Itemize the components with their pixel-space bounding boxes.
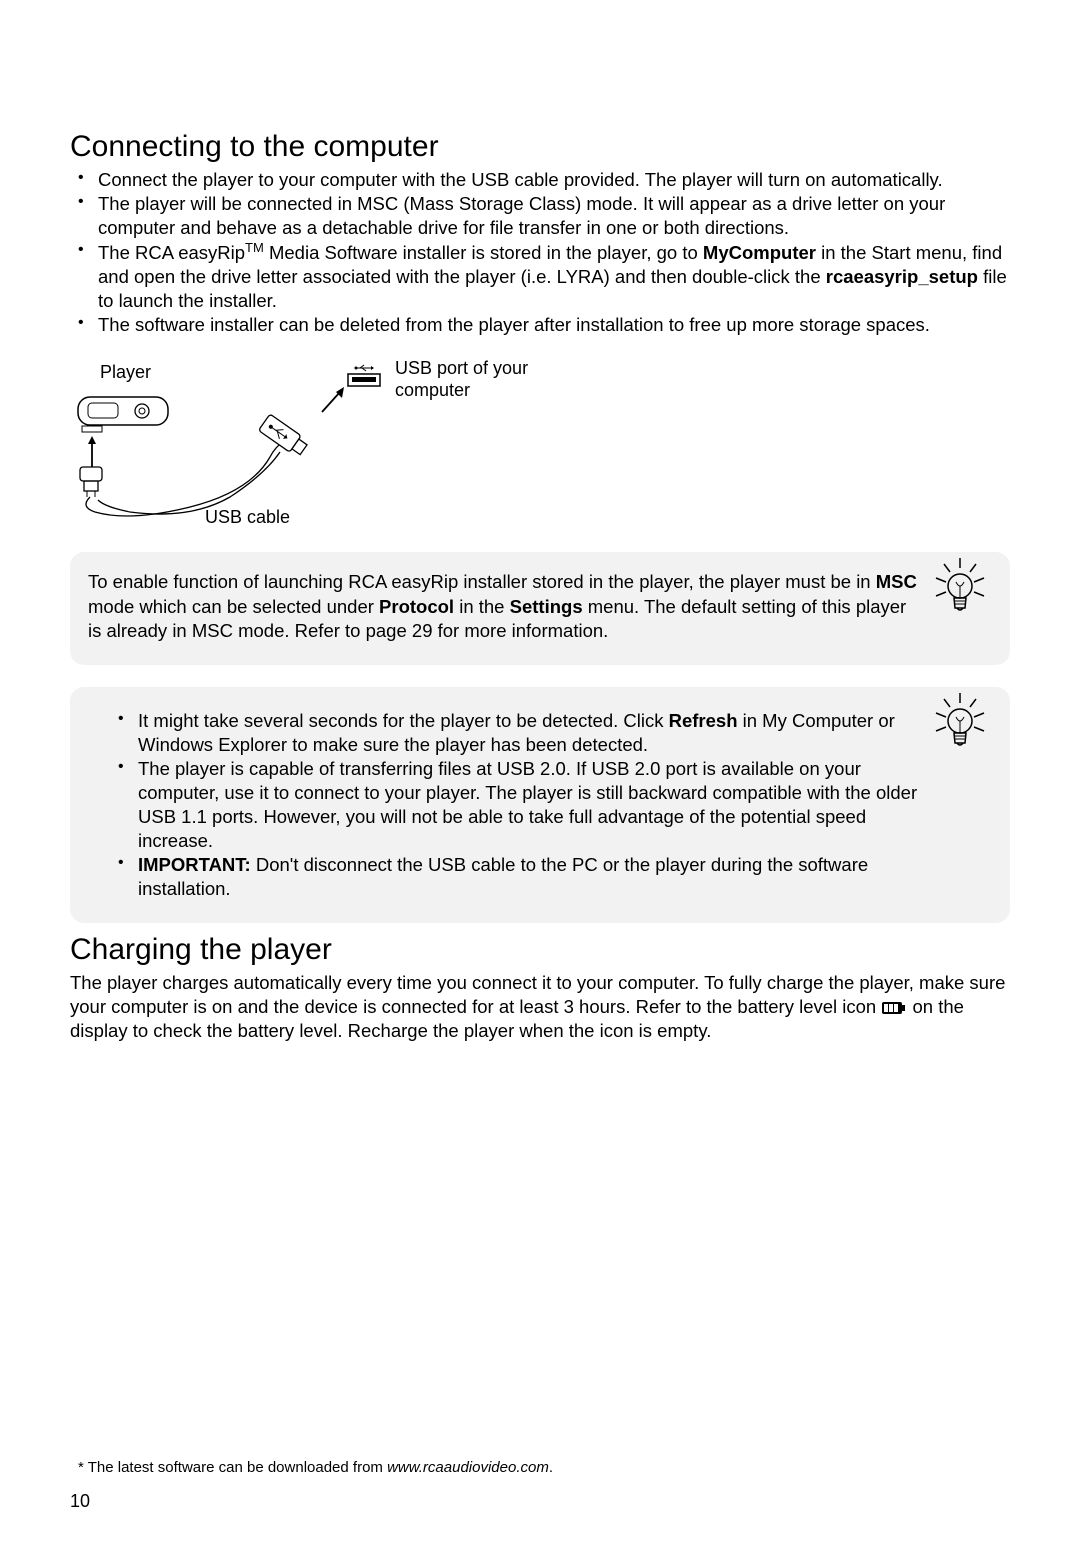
callout-msc-mode: To enable function of launching RCA easy… <box>70 552 1010 664</box>
callout2-bullet-1: It might take several seconds for the pl… <box>138 709 920 757</box>
bullet-1: Connect the player to your computer with… <box>98 168 1010 192</box>
connecting-bullets: Connect the player to your computer with… <box>70 168 1010 337</box>
heading-charging: Charging the player <box>70 933 1010 967</box>
lightbulb-icon <box>930 556 990 626</box>
callout2-bullet-2: The player is capable of transferring fi… <box>138 757 920 853</box>
diagram-svg <box>70 362 410 532</box>
footnote: * The latest software can be downloaded … <box>78 1459 553 1476</box>
callout2-bullets: It might take several seconds for the pl… <box>88 709 920 901</box>
callout-detection-tips: It might take several seconds for the pl… <box>70 687 1010 923</box>
lightbulb-icon <box>930 691 990 761</box>
callout2-bullet-3: IMPORTANT: Don't disconnect the USB cabl… <box>138 853 920 901</box>
usb-port-label: USB port of your computer <box>395 358 528 401</box>
battery-icon <box>881 1000 907 1016</box>
heading-connecting: Connecting to the computer <box>70 130 1010 164</box>
connection-diagram: Player USB port of your computer USB cab… <box>70 362 1010 537</box>
callout1-text: To enable function of launching RCA easy… <box>88 571 917 640</box>
bullet-2: The player will be connected in MSC (Mas… <box>98 192 1010 240</box>
bullet-3: The RCA easyRipTM Media Software install… <box>98 240 1010 313</box>
charging-text: The player charges automatically every t… <box>70 971 1010 1043</box>
bullet-4: The software installer can be deleted fr… <box>98 313 1010 337</box>
page-number: 10 <box>70 1491 90 1512</box>
